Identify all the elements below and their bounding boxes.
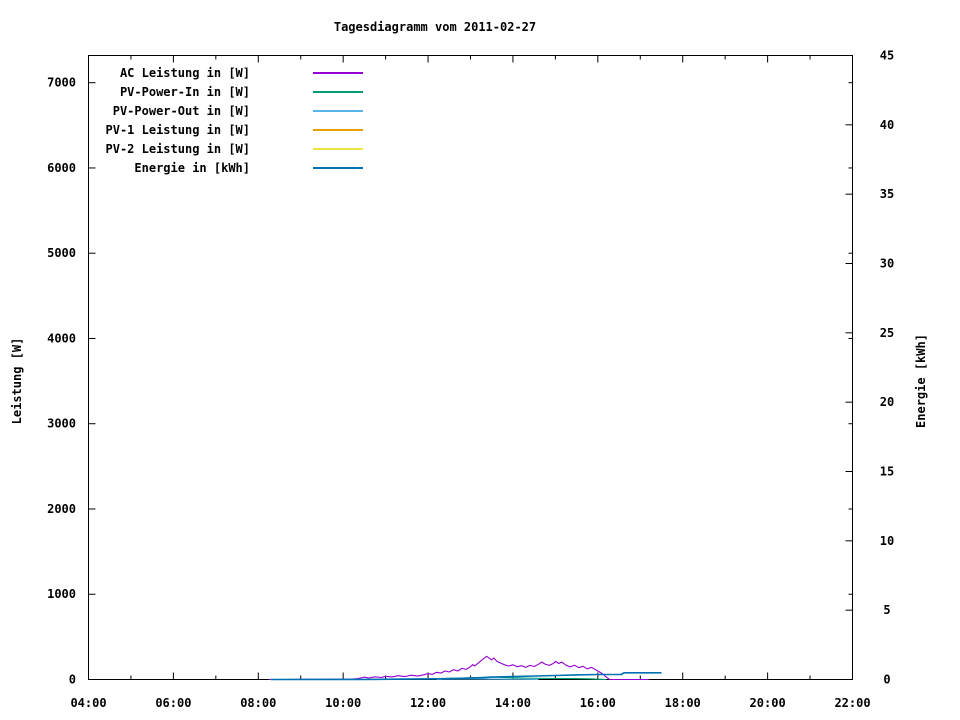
legend-swatch <box>313 109 363 112</box>
y-tick-label-left: 7000 <box>47 76 76 90</box>
legend-item: PV-1 Leistung in [W] <box>85 120 363 139</box>
x-tick-label: 08:00 <box>240 696 276 710</box>
legend-swatch <box>313 71 363 74</box>
series-line-energie-in-kwh <box>270 671 662 681</box>
y-tick-label-left: 6000 <box>47 161 76 175</box>
x-tick-label: 06:00 <box>155 696 191 710</box>
legend-swatch <box>313 128 363 131</box>
x-tick-label: 12:00 <box>410 696 446 710</box>
legend-label: PV-1 Leistung in [W] <box>105 122 251 137</box>
y-tick-label-left: 2000 <box>47 502 76 516</box>
legend: AC Leistung in [W] PV-Power-In in [W] PV-P… <box>85 63 363 177</box>
y-tick-label-right: 35 <box>880 187 894 201</box>
y-tick-label-right: 20 <box>880 395 894 409</box>
y-tick-label-right: 30 <box>880 257 894 271</box>
y-tick-label-right: 0 <box>883 673 890 687</box>
y-axis-label-right: Energie [kWh] <box>914 334 928 428</box>
legend-label: AC Leistung in [W] <box>119 65 250 80</box>
y-tick-label-left: 0 <box>69 673 76 687</box>
legend-item: PV-Power-In in [W] <box>85 82 363 101</box>
series-line-ac-leistung-in-w <box>268 655 649 681</box>
y-tick-label-right: 10 <box>880 534 894 548</box>
y-tick-label-right: 40 <box>880 118 894 132</box>
y-tick-label-left: 4000 <box>47 331 76 345</box>
y-tick-label-right: 15 <box>880 465 894 479</box>
legend-item: Energie in [kWh] <box>85 158 363 177</box>
x-tick-label: 14:00 <box>495 696 531 710</box>
y-tick-label-right: 25 <box>880 326 894 340</box>
legend-label: PV-Power-Out in [W] <box>112 103 250 118</box>
y-tick-label-right: 45 <box>880 49 894 63</box>
legend-label: Energie in [kWh] <box>134 160 250 175</box>
x-tick-label: 18:00 <box>665 696 701 710</box>
legend-swatch <box>313 90 363 93</box>
y-tick-label-left: 3000 <box>47 417 76 431</box>
chart-title: Tagesdiagramm vom 2011-02-27 <box>333 20 537 34</box>
legend-label: PV-2 Leistung in [W] <box>105 141 251 156</box>
legend-label: PV-Power-In in [W] <box>119 84 250 99</box>
x-tick-label: 04:00 <box>70 696 106 710</box>
x-tick-label: 10:00 <box>325 696 361 710</box>
y-tick-label-right: 5 <box>883 603 890 617</box>
legend-swatch <box>313 147 363 150</box>
legend-item: PV-Power-Out in [W] <box>85 101 363 120</box>
legend-item: PV-2 Leistung in [W] <box>85 139 363 158</box>
x-tick-label: 22:00 <box>834 696 870 710</box>
legend-item: AC Leistung in [W] <box>85 63 363 82</box>
legend-swatch <box>313 166 363 169</box>
y-tick-label-left: 1000 <box>47 587 76 601</box>
x-tick-label: 16:00 <box>580 696 616 710</box>
y-tick-label-left: 5000 <box>47 246 76 260</box>
y-axis-label-left: Leistung [W] <box>10 337 24 425</box>
x-tick-label: 20:00 <box>750 696 786 710</box>
